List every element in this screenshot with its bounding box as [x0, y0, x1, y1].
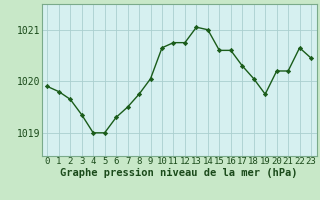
X-axis label: Graphe pression niveau de la mer (hPa): Graphe pression niveau de la mer (hPa) — [60, 168, 298, 178]
